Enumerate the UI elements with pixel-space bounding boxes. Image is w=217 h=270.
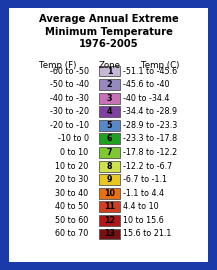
Text: -23.3 to -17.8: -23.3 to -17.8 [123,134,178,143]
Text: 10: 10 [104,189,115,198]
Text: -17.8 to -12.2: -17.8 to -12.2 [123,148,178,157]
Text: 4.4 to 10: 4.4 to 10 [123,202,159,211]
Text: 60 to 70: 60 to 70 [55,230,89,238]
Text: -20 to -10: -20 to -10 [49,121,89,130]
FancyBboxPatch shape [99,133,120,144]
Text: 50 to 60: 50 to 60 [55,216,89,225]
Text: Temp (C): Temp (C) [141,61,180,70]
Text: 3: 3 [107,94,112,103]
Text: 7: 7 [107,148,112,157]
FancyBboxPatch shape [99,79,120,90]
Text: 15.6 to 21.1: 15.6 to 21.1 [123,230,172,238]
Text: 30 to 40: 30 to 40 [55,189,89,198]
Text: -40 to -34.4: -40 to -34.4 [123,94,170,103]
Text: 4: 4 [107,107,112,116]
FancyBboxPatch shape [99,215,120,226]
Text: 12: 12 [104,216,115,225]
FancyBboxPatch shape [99,120,120,131]
Text: -10 to 0: -10 to 0 [58,134,89,143]
Text: 0 to 10: 0 to 10 [60,148,89,157]
Text: -1.1 to 4.4: -1.1 to 4.4 [123,189,164,198]
Text: -34.4 to -28.9: -34.4 to -28.9 [123,107,178,116]
Text: 6: 6 [107,134,112,143]
FancyBboxPatch shape [99,174,120,185]
Text: -6.7 to -1.1: -6.7 to -1.1 [123,175,168,184]
Text: -60 to -50: -60 to -50 [49,66,89,76]
Text: 1: 1 [107,66,112,76]
Text: 8: 8 [107,161,112,171]
Text: 13: 13 [104,230,115,238]
Text: 10 to 15.6: 10 to 15.6 [123,216,164,225]
FancyBboxPatch shape [99,188,120,199]
Text: -45.6 to -40: -45.6 to -40 [123,80,170,89]
Text: -40 to -30: -40 to -30 [50,94,89,103]
FancyBboxPatch shape [99,93,120,104]
Text: Average Annual Extreme
Minimum Temperature
1976-2005: Average Annual Extreme Minimum Temperatu… [39,14,178,49]
Text: 20 to 30: 20 to 30 [55,175,89,184]
FancyBboxPatch shape [99,106,120,117]
Text: -50 to -40: -50 to -40 [49,80,89,89]
Text: Temp (F): Temp (F) [39,61,76,70]
FancyBboxPatch shape [99,161,120,171]
FancyBboxPatch shape [99,147,120,158]
Text: -51.1 to -45.6: -51.1 to -45.6 [123,66,178,76]
Text: -30 to -20: -30 to -20 [49,107,89,116]
Text: 5: 5 [107,121,112,130]
FancyBboxPatch shape [99,228,120,239]
FancyBboxPatch shape [99,66,120,76]
Text: -28.9 to -23.3: -28.9 to -23.3 [123,121,178,130]
Text: 40 to 50: 40 to 50 [55,202,89,211]
Text: 2: 2 [107,80,112,89]
Text: 10 to 20: 10 to 20 [55,161,89,171]
Text: 11: 11 [104,202,115,211]
Text: Zone: Zone [99,61,120,70]
FancyBboxPatch shape [99,201,120,212]
Text: 9: 9 [107,175,112,184]
Text: -12.2 to -6.7: -12.2 to -6.7 [123,161,173,171]
FancyBboxPatch shape [9,8,208,262]
